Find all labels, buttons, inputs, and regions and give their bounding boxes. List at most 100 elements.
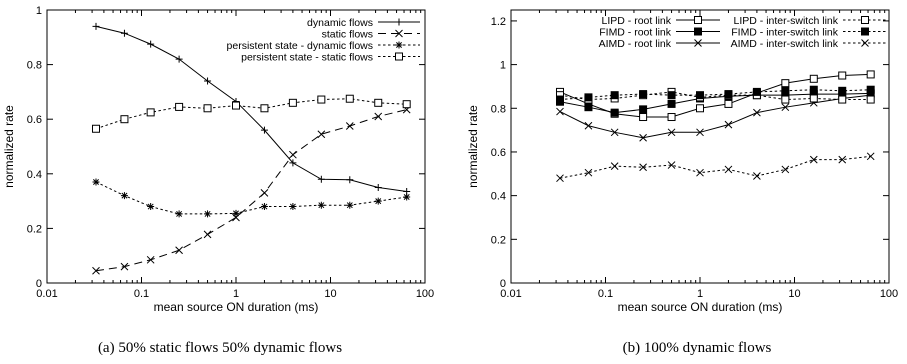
data-point xyxy=(724,165,733,174)
data-point xyxy=(402,100,411,109)
data-point xyxy=(146,108,155,117)
data-point xyxy=(120,29,128,37)
legend-marker xyxy=(395,41,403,49)
data-point xyxy=(403,193,411,201)
data-point xyxy=(204,210,212,218)
data-point xyxy=(374,98,383,107)
data-point xyxy=(260,203,268,211)
data-point xyxy=(92,178,100,186)
data-point xyxy=(724,90,733,99)
y-tick-label: 0.4 xyxy=(491,191,506,203)
data-point xyxy=(866,85,875,94)
y-tick-label: 0 xyxy=(36,278,42,290)
data-point xyxy=(667,128,676,137)
x-tick-label: 0.01 xyxy=(500,288,521,300)
data-point xyxy=(120,115,129,124)
data-point xyxy=(838,71,847,80)
y-tick-label: 0.4 xyxy=(27,169,42,181)
data-point xyxy=(639,90,648,99)
data-point xyxy=(639,163,647,172)
legend-label: FIMD - root link xyxy=(599,27,672,39)
legend-marker xyxy=(694,39,702,47)
data-point xyxy=(696,128,704,137)
data-point xyxy=(752,87,761,96)
y-tick-label: 1.2 xyxy=(491,16,506,28)
data-point xyxy=(781,95,790,104)
data-point xyxy=(809,85,818,94)
y-tick-label: 0.6 xyxy=(27,114,42,126)
series-line xyxy=(559,94,871,139)
data-point xyxy=(667,161,676,169)
data-point xyxy=(667,113,676,122)
data-point xyxy=(147,203,155,211)
data-point xyxy=(317,201,325,209)
data-point xyxy=(260,104,269,113)
data-point xyxy=(584,103,593,112)
data-point xyxy=(610,128,619,137)
x-tick-label: 100 xyxy=(880,288,898,300)
data-point xyxy=(232,101,240,110)
data-point xyxy=(120,262,129,271)
data-point xyxy=(667,99,676,108)
legend-marker xyxy=(861,27,869,36)
legend-label: persistent state - dynamic flows xyxy=(227,40,373,52)
y-axis-label: normalized rate xyxy=(2,105,16,188)
legend-label: AIMD - inter-switch link xyxy=(731,38,839,50)
plot-frame xyxy=(510,9,890,284)
x-tick-label: 1 xyxy=(697,288,703,300)
data-point xyxy=(317,95,326,104)
y-tick-label: 1 xyxy=(36,5,42,17)
series-line xyxy=(95,98,407,130)
legend-label: FIMD - inter-switch link xyxy=(731,27,839,39)
legend-label: persistent state - static flows xyxy=(241,52,373,64)
series-line xyxy=(95,25,407,193)
y-tick-label: 0.6 xyxy=(491,147,506,159)
series-line xyxy=(559,89,871,101)
data-point xyxy=(555,95,564,104)
series-1 xyxy=(92,22,411,196)
legend-marker xyxy=(395,18,403,26)
x-tick-label: 0.1 xyxy=(598,288,613,300)
data-point xyxy=(204,77,212,85)
data-point xyxy=(203,230,212,239)
data-point xyxy=(556,107,564,116)
legend-marker xyxy=(694,27,702,36)
data-point xyxy=(667,91,676,100)
legend-label: static flows xyxy=(322,29,373,41)
y-tick-label: 0.2 xyxy=(491,234,506,246)
y-tick-label: 0.8 xyxy=(27,60,42,72)
legend-marker xyxy=(395,52,403,61)
data-point xyxy=(696,91,704,100)
data-point xyxy=(345,122,354,130)
caption: (b) 100% dynamic flows xyxy=(623,340,772,356)
data-point xyxy=(838,86,847,95)
data-point xyxy=(175,102,184,111)
data-point xyxy=(232,209,240,217)
data-point xyxy=(781,79,790,88)
data-point xyxy=(345,94,354,103)
series-2 xyxy=(555,89,875,117)
y-axis-label: normalized rate xyxy=(466,105,480,188)
legend-label: LIPD - root link xyxy=(602,15,672,27)
data-point xyxy=(175,55,183,63)
x-axis-label: mean source ON duration (ms) xyxy=(618,300,783,314)
data-point xyxy=(92,266,100,275)
data-point xyxy=(289,159,297,167)
data-point xyxy=(584,168,593,177)
y-tick-label: 0.8 xyxy=(491,103,506,115)
data-point xyxy=(781,165,790,174)
data-point xyxy=(753,108,761,117)
series-line xyxy=(559,91,871,101)
data-point xyxy=(346,201,354,209)
data-point xyxy=(639,113,648,122)
data-point xyxy=(724,120,733,129)
data-point xyxy=(639,105,648,114)
data-point xyxy=(260,189,269,197)
series-2 xyxy=(92,105,411,275)
data-point xyxy=(346,176,354,184)
data-point xyxy=(175,210,183,218)
